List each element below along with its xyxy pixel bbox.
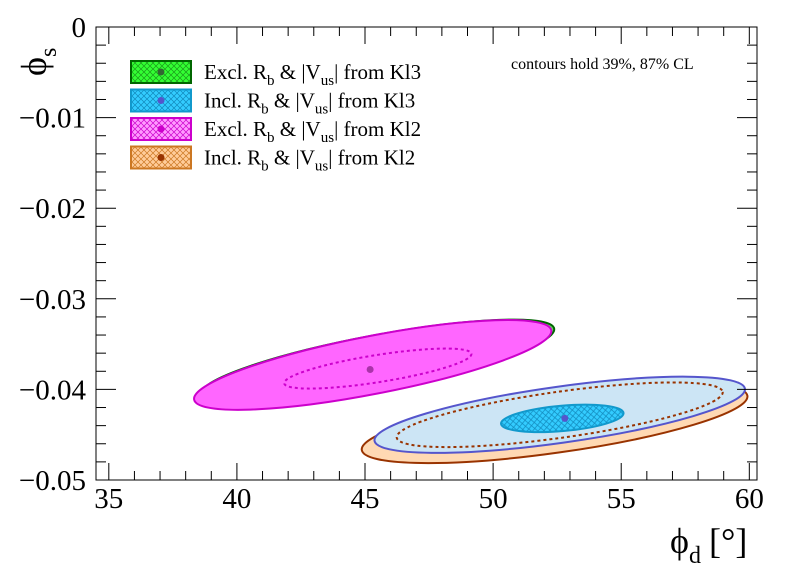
x-axis-ticks: 35 40 45 50 55 60: [94, 27, 764, 515]
legend-subscript: b: [267, 73, 275, 89]
legend-text-part: Excl. R: [204, 60, 267, 84]
contour-series-3: [373, 375, 746, 454]
x-tick-label: 40: [222, 483, 251, 515]
legend-entry-0: Excl. Rb & |Vus| from Kl3: [130, 60, 421, 89]
contour-dashed-ring-3: [395, 381, 724, 449]
plot-frame: [95, 26, 758, 481]
legend-text-part: Incl. R: [204, 146, 261, 170]
x-tick-label: 50: [479, 483, 508, 515]
legend-marker-0: [157, 68, 165, 76]
contour-series-1: [193, 319, 553, 411]
legend-subscript: b: [261, 159, 269, 175]
legend-subscript: us: [315, 102, 329, 118]
contour-inner-1: [283, 347, 473, 390]
y-tick-label: −0.05: [19, 465, 86, 497]
x-tick-label: 35: [94, 483, 123, 515]
y-axis-title: ϕs: [14, 48, 62, 76]
y-axis-ticks: 0 −0.01 −0.02 −0.03 −0.04 −0.05: [19, 12, 757, 497]
x-axis-subscript: d: [689, 543, 701, 569]
x-axis-title: ϕd [°]: [670, 521, 747, 569]
cl-annotation: contours hold 39%, 87% CL: [511, 56, 694, 73]
legend-entry-2: Excl. Rb & |Vus| from Kl2: [130, 117, 421, 146]
best-fit-point-1: [366, 365, 374, 373]
x-tick-label: 45: [351, 483, 380, 515]
legend-subscript: us: [315, 159, 329, 175]
legend-subscript: b: [261, 102, 269, 118]
contour-outer-1: [193, 319, 553, 411]
y-tick-label: −0.02: [19, 193, 86, 225]
legend-text-part: Excl. R: [204, 117, 267, 141]
legend-text-part: | from Kl2: [328, 146, 415, 170]
contour-layer: [193, 318, 749, 465]
legend-entry-1: Incl. Rb & |Vus| from Kl3: [130, 88, 415, 118]
legend-text-part: & |V: [269, 146, 315, 170]
x-axis-symbol: ϕ: [670, 521, 689, 561]
y-tick-label: −0.01: [19, 103, 86, 135]
x-tick-label: 55: [607, 483, 636, 515]
legend-text-part: | from Kl3: [328, 89, 415, 113]
legend-text-part: & |V: [269, 89, 315, 113]
legend-subscript: us: [321, 130, 335, 146]
legend-marker-2: [157, 125, 165, 133]
x-tick-label: 60: [735, 483, 764, 515]
legend-text-part: | from Kl2: [334, 117, 421, 141]
y-axis-subscript: s: [36, 48, 62, 57]
legend-marker-3: [157, 154, 165, 161]
legend-label-0: Excl. Rb & |Vus| from Kl3: [204, 60, 421, 89]
legend-marker-1: [157, 97, 165, 104]
y-axis-symbol: ϕ: [14, 57, 54, 76]
legend-text-part: Incl. R: [204, 89, 261, 113]
legend-text-part: & |V: [275, 60, 321, 84]
legend-subscript: b: [267, 130, 275, 146]
legend-text-part: | from Kl3: [334, 60, 421, 84]
legend-label-3: Incl. Rb & |Vus| from Kl2: [204, 146, 415, 175]
y-tick-label: −0.03: [19, 284, 86, 316]
best-fit-point-3: [561, 414, 569, 422]
y-tick-label: −0.04: [19, 374, 87, 406]
legend-label-2: Excl. Rb & |Vus| from Kl2: [204, 117, 421, 146]
x-axis-unit: [°]: [709, 521, 747, 561]
legend-label-1: Incl. Rb & |Vus| from Kl3: [204, 89, 415, 118]
legend-text-part: & |V: [275, 117, 321, 141]
legend-subscript: us: [321, 73, 335, 89]
y-tick-label: 0: [72, 12, 87, 44]
legend-entry-3: Incl. Rb & |Vus| from Kl2: [130, 145, 415, 175]
